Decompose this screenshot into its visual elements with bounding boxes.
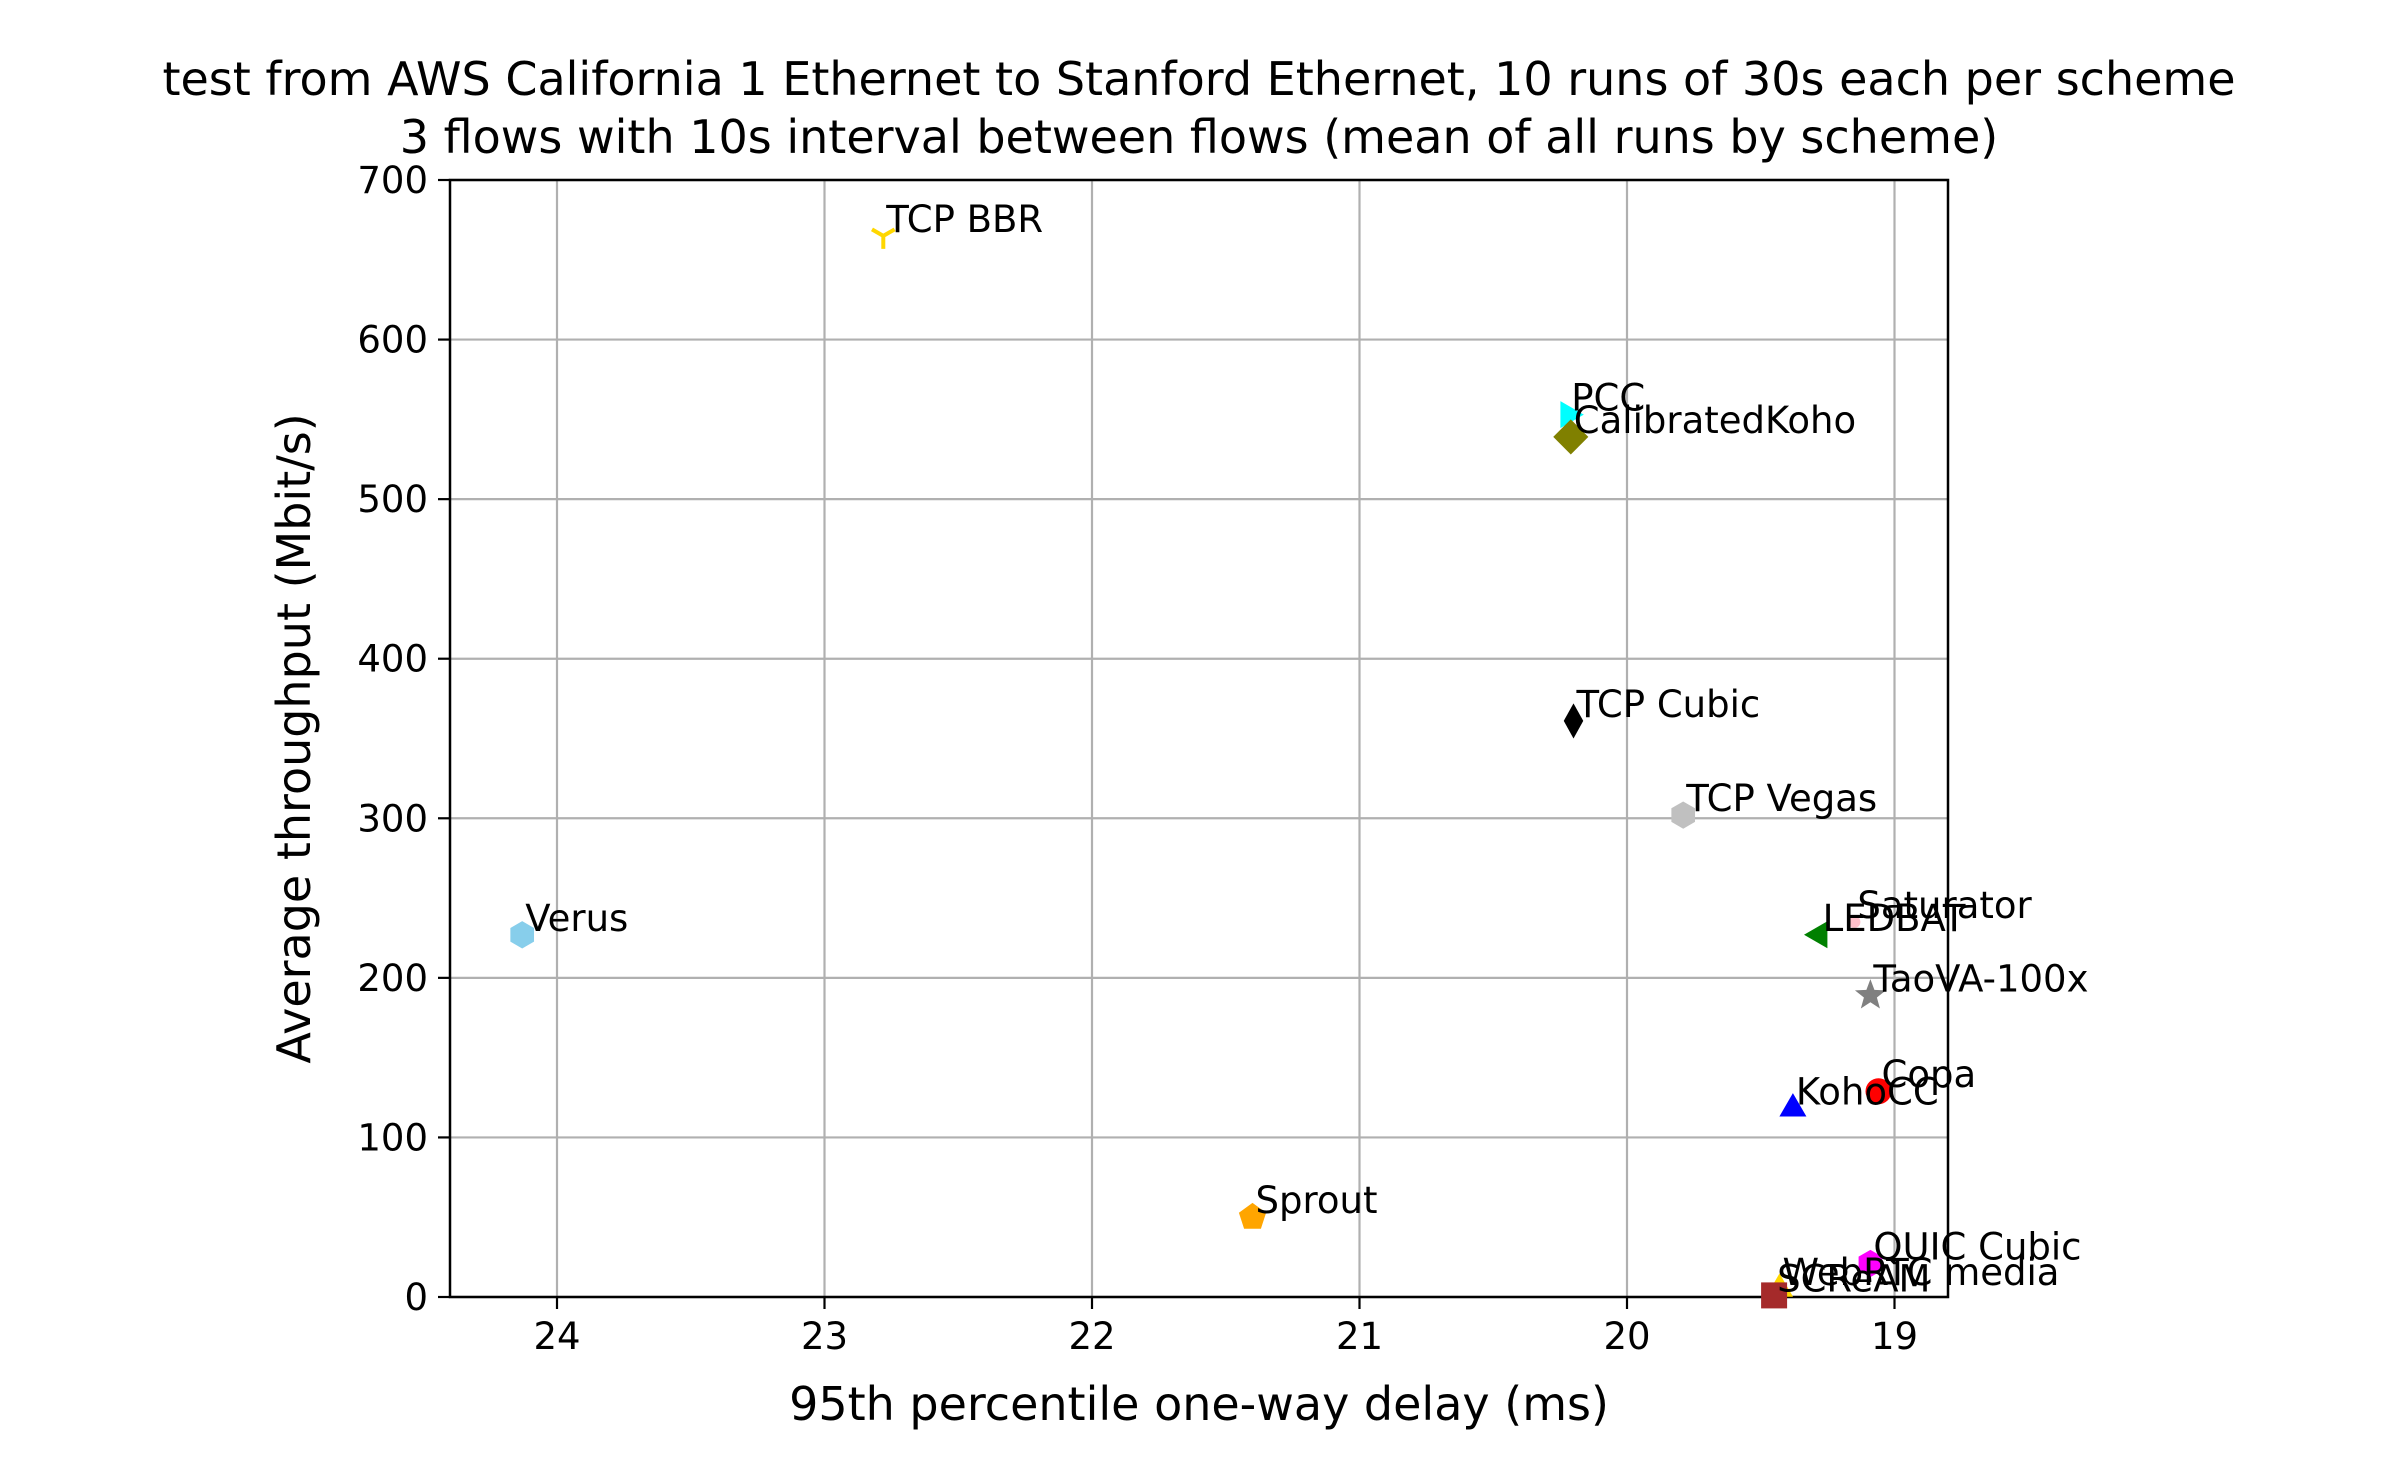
label-copa: Copa [1882, 1053, 1977, 1096]
label-taova-100x: TaoVA-100x [1872, 957, 2088, 1000]
point-ledbat [1804, 921, 1828, 949]
x-tick-label: 24 [533, 1315, 580, 1358]
y-tick-label: 700 [357, 159, 428, 202]
label-webrtc-media: WebRTC media [1783, 1251, 2060, 1294]
y-tick-label: 400 [357, 638, 428, 681]
chart-subtitle: 3 flows with 10s interval between flows … [400, 110, 1998, 164]
point-tcp-vegas [1671, 801, 1696, 829]
point-kohocc [1779, 1093, 1807, 1117]
point-calibratedkoho [1553, 419, 1589, 455]
label-quic-cubic: QUIC Cubic [1873, 1226, 2081, 1269]
label-tcp-bbr: TCP BBR [885, 198, 1043, 241]
y-tick-label: 600 [357, 319, 428, 362]
label-tcp-cubic: TCP Cubic [1576, 683, 1761, 726]
point-copa [1865, 1078, 1892, 1105]
label-saturator: Saturator [1857, 884, 2032, 927]
point-pcc [1560, 401, 1584, 429]
label-scream: SCReAM [1777, 1257, 1930, 1300]
y-tick-label: 500 [357, 478, 428, 521]
label-sprout: Sprout [1256, 1179, 1378, 1222]
label-verus: Verus [525, 897, 628, 940]
label-kohocc: KohoCC [1796, 1071, 1939, 1114]
x-tick-label: 19 [1871, 1315, 1918, 1358]
y-tick-label: 100 [357, 1116, 428, 1159]
point-scream [1761, 1282, 1788, 1309]
data-points [510, 227, 1892, 1309]
point-taova-100x [1854, 979, 1886, 1009]
x-tick-label: 20 [1603, 1315, 1650, 1358]
ticks: 24 23 22 21 20 19 0 100 200 300 400 500 600 700 [357, 159, 1918, 1358]
label-calibratedkoho: CalibratedKoho [1574, 399, 1856, 442]
point-sprout [1238, 1202, 1267, 1229]
x-tick-label: 22 [1068, 1315, 1115, 1358]
point-verus [510, 921, 535, 949]
y-tick-label: 300 [357, 797, 428, 840]
label-pcc: PCC [1571, 377, 1645, 420]
chart-title: test from AWS California 1 Ethernet to S… [162, 52, 2235, 106]
x-tick-label: 23 [801, 1315, 848, 1358]
label-tcp-vegas: TCP Vegas [1685, 777, 1877, 820]
point-saturator [1848, 916, 1861, 928]
point-tcp-bbr [870, 227, 896, 249]
y-axis-label: Average throughput (Mbit/s) [267, 413, 321, 1063]
point-quic-cubic [1858, 1249, 1883, 1278]
y-tick-label: 0 [404, 1276, 428, 1319]
y-tick-label: 200 [357, 957, 428, 1000]
x-axis-label: 95th percentile one-way delay (ms) [789, 1377, 1609, 1431]
x-tick-label: 21 [1336, 1315, 1383, 1358]
plot-frame [448, 178, 1950, 1299]
label-ledbat: LEDBAT [1823, 897, 1966, 940]
